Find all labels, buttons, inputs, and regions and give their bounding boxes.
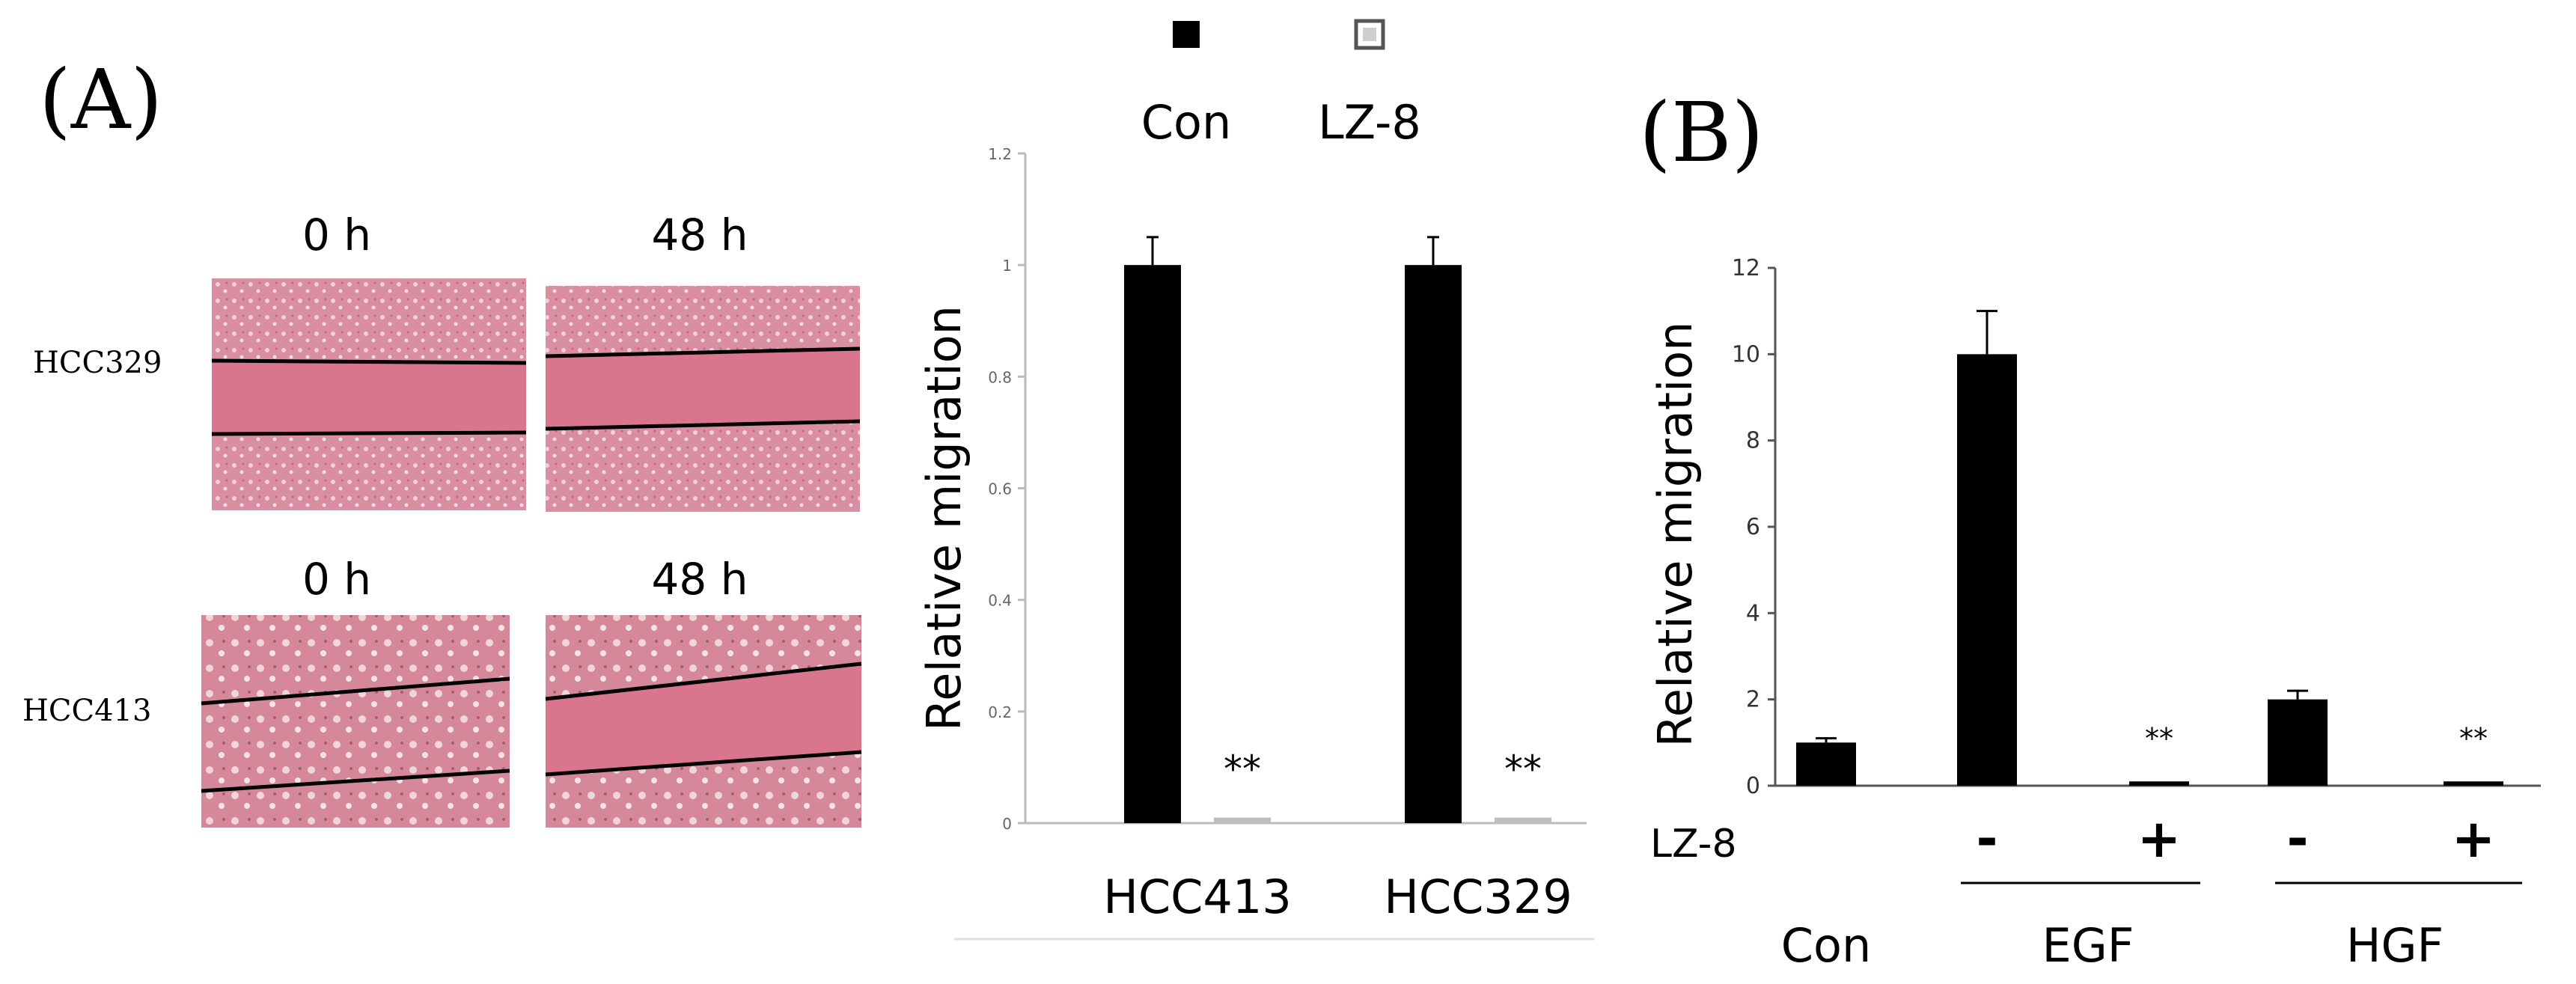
chart-a-ytick-label: 0.4 xyxy=(988,592,1012,610)
time-label-48h-top: 48 h xyxy=(651,210,748,260)
chart-b-ytick-label: 0 xyxy=(1746,773,1760,799)
chart-b-bar-3 xyxy=(2268,699,2328,786)
image-hcc329-48h xyxy=(545,286,861,512)
chart-b-bar-2 xyxy=(2129,781,2189,786)
panel-a-label: (A) xyxy=(39,52,163,147)
chart-b-ylabel: Relative migration xyxy=(1648,322,1703,748)
chart-a-ytick-label: 1.2 xyxy=(988,145,1012,163)
legend-swatch-lz8-inner xyxy=(1363,28,1376,41)
chart-a-ytick-label: 0 xyxy=(1002,815,1012,833)
chart-b-sign-3: + xyxy=(2452,808,2496,870)
chart-b-bar-4 xyxy=(2444,781,2503,786)
chart-b-ytick-label: 10 xyxy=(1732,341,1760,367)
chart-b-sign-1: + xyxy=(2137,808,2182,870)
image-hcc413-0h xyxy=(201,615,510,828)
chart-b-group-EGF: EGF xyxy=(2042,918,2134,973)
chart-b-treatment-label: LZ-8 xyxy=(1650,822,1737,867)
chart-a-ytick-label: 0.6 xyxy=(988,480,1012,498)
chart-b-sign-2: - xyxy=(2286,808,2308,870)
chart-b-group-HGF: HGF xyxy=(2346,918,2444,973)
annotation-HCC329: ** xyxy=(1504,748,1542,791)
image-hcc413-48h xyxy=(545,615,862,828)
legend-label-con: Con xyxy=(1141,95,1232,150)
chart-b-ytick-label: 6 xyxy=(1746,514,1760,540)
bar-HCC329-con xyxy=(1405,265,1462,824)
row-label-hcc413: HCC413 xyxy=(22,694,152,728)
chart-b-annotation-hgf: ** xyxy=(2459,722,2488,755)
chart-b-ytick-label: 4 xyxy=(1746,600,1760,626)
image-hcc329-0h xyxy=(211,278,527,510)
time-label-0h-bottom: 0 h xyxy=(302,554,372,605)
chart-a-ytick-label: 0.8 xyxy=(988,368,1012,386)
chart-b-annotation-egf: ** xyxy=(2145,722,2173,755)
chart-b-bar-1 xyxy=(1957,354,2017,786)
chart-a-ytick-label: 1 xyxy=(1002,257,1012,275)
bar-HCC413-con xyxy=(1124,265,1181,824)
legend-swatch-con xyxy=(1173,21,1200,48)
chart-b-ytick-label: 8 xyxy=(1746,428,1760,454)
chart-b-group-Con: Con xyxy=(1781,918,1872,973)
chart-b-ytick-label: 2 xyxy=(1746,687,1760,713)
chart-a-ytick-label: 0.2 xyxy=(988,703,1012,721)
time-label-48h-bottom: 48 h xyxy=(651,554,748,605)
panel-b-label: (B) xyxy=(1639,85,1764,180)
chart-a-xtick-HCC329: HCC329 xyxy=(1384,870,1572,924)
chart-a-xtick-HCC413: HCC413 xyxy=(1103,870,1292,924)
bar-HCC329-lz8 xyxy=(1495,817,1551,823)
legend-label-lz8: LZ-8 xyxy=(1318,95,1421,150)
time-label-0h-top: 0 h xyxy=(302,210,372,260)
bar-HCC413-lz8 xyxy=(1214,817,1271,823)
chart-b-ytick-label: 12 xyxy=(1732,255,1760,281)
chart-a-ylabel: Relative migration xyxy=(917,305,971,731)
annotation-HCC413: ** xyxy=(1224,748,1261,791)
chart-b-sign-0: - xyxy=(1976,808,1997,870)
row-label-hcc329: HCC329 xyxy=(33,346,162,380)
chart-b-bar-0 xyxy=(1796,742,1856,786)
chart-a-legend: Con LZ-8 xyxy=(1141,19,1421,150)
